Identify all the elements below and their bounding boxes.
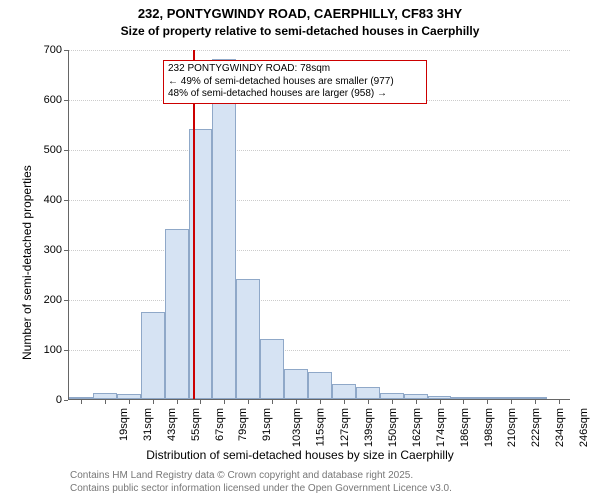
x-tick-label: 210sqm bbox=[507, 408, 519, 447]
annotation-line: ← 49% of semi-detached houses are smalle… bbox=[168, 76, 422, 89]
x-tick-label: 198sqm bbox=[483, 408, 495, 447]
x-tick-mark bbox=[224, 400, 225, 404]
x-tick-label: 246sqm bbox=[578, 408, 590, 447]
y-tick-label: 500 bbox=[34, 144, 62, 156]
footer-line: Contains public sector information licen… bbox=[70, 483, 600, 496]
x-tick-label: 43sqm bbox=[166, 408, 178, 441]
annotation-box: 232 PONTYGWINDY ROAD: 78sqm← 49% of semi… bbox=[163, 60, 427, 104]
y-tick-mark bbox=[64, 150, 68, 151]
x-tick-label: 139sqm bbox=[363, 408, 375, 447]
gridline bbox=[69, 150, 570, 151]
histogram-bar bbox=[428, 396, 452, 399]
y-tick-mark bbox=[64, 400, 68, 401]
x-tick-label: 234sqm bbox=[554, 408, 566, 447]
y-tick-mark bbox=[64, 50, 68, 51]
histogram-bar bbox=[523, 397, 547, 399]
x-tick-label: 31sqm bbox=[142, 408, 154, 441]
x-tick-mark bbox=[153, 400, 154, 404]
chart-subtitle: Size of property relative to semi-detach… bbox=[0, 24, 600, 38]
x-tick-mark bbox=[320, 400, 321, 404]
x-tick-label: 222sqm bbox=[530, 408, 542, 447]
histogram-bar bbox=[69, 397, 93, 399]
x-tick-mark bbox=[200, 400, 201, 404]
histogram-bar bbox=[475, 397, 499, 399]
y-tick-mark bbox=[64, 200, 68, 201]
gridline bbox=[69, 300, 570, 301]
gridline bbox=[69, 250, 570, 251]
annotation-line: 232 PONTYGWINDY ROAD: 78sqm bbox=[168, 63, 422, 76]
y-tick-mark bbox=[64, 100, 68, 101]
histogram-bar bbox=[356, 387, 380, 400]
x-tick-mark bbox=[272, 400, 273, 404]
x-tick-label: 115sqm bbox=[315, 408, 327, 446]
x-tick-mark bbox=[248, 400, 249, 404]
x-tick-mark bbox=[368, 400, 369, 404]
x-tick-label: 127sqm bbox=[339, 408, 351, 447]
histogram-bar bbox=[93, 393, 117, 399]
y-tick-mark bbox=[64, 250, 68, 251]
chart-title: 232, PONTYGWINDY ROAD, CAERPHILLY, CF83 … bbox=[0, 6, 600, 21]
x-tick-mark bbox=[296, 400, 297, 404]
x-tick-mark bbox=[463, 400, 464, 404]
histogram-bar bbox=[404, 394, 428, 399]
x-tick-mark bbox=[392, 400, 393, 404]
histogram-bar bbox=[332, 384, 356, 399]
x-tick-label: 103sqm bbox=[291, 408, 303, 447]
x-tick-label: 79sqm bbox=[238, 408, 250, 441]
gridline bbox=[69, 50, 570, 51]
y-tick-mark bbox=[64, 300, 68, 301]
x-tick-label: 174sqm bbox=[435, 408, 447, 447]
x-tick-label: 55sqm bbox=[190, 408, 202, 441]
x-tick-label: 186sqm bbox=[459, 408, 471, 447]
gridline bbox=[69, 200, 570, 201]
x-tick-label: 67sqm bbox=[214, 408, 226, 441]
x-tick-label: 91sqm bbox=[261, 408, 273, 441]
histogram-bar bbox=[236, 279, 260, 399]
y-tick-label: 600 bbox=[34, 94, 62, 106]
histogram-bar bbox=[284, 369, 308, 399]
x-tick-mark bbox=[81, 400, 82, 404]
plot-area: 232 PONTYGWINDY ROAD: 78sqm← 49% of semi… bbox=[68, 50, 570, 400]
histogram-bar bbox=[165, 229, 189, 399]
histogram-bar bbox=[117, 394, 141, 399]
x-tick-mark bbox=[105, 400, 106, 404]
histogram-bar bbox=[260, 339, 284, 399]
x-tick-mark bbox=[511, 400, 512, 404]
x-tick-mark bbox=[344, 400, 345, 404]
footer-line: Contains HM Land Registry data © Crown c… bbox=[70, 470, 600, 483]
histogram-bar bbox=[308, 372, 332, 400]
annotation-line: 48% of semi-detached houses are larger (… bbox=[168, 88, 422, 101]
histogram-bar bbox=[212, 59, 236, 399]
chart-container: { "layout": { "width": 600, "height": 50… bbox=[0, 0, 600, 500]
x-axis-label: Distribution of semi-detached houses by … bbox=[0, 448, 600, 462]
x-tick-mark bbox=[177, 400, 178, 404]
x-tick-mark bbox=[487, 400, 488, 404]
y-tick-label: 300 bbox=[34, 244, 62, 256]
y-tick-label: 0 bbox=[34, 394, 62, 406]
y-tick-label: 100 bbox=[34, 344, 62, 356]
x-tick-label: 19sqm bbox=[118, 408, 130, 441]
x-tick-mark bbox=[559, 400, 560, 404]
histogram-bar bbox=[141, 312, 165, 400]
x-tick-mark bbox=[416, 400, 417, 404]
y-tick-label: 400 bbox=[34, 194, 62, 206]
y-tick-mark bbox=[64, 350, 68, 351]
x-tick-label: 162sqm bbox=[411, 408, 423, 447]
histogram-bar bbox=[499, 397, 523, 399]
x-tick-mark bbox=[440, 400, 441, 404]
histogram-bar bbox=[380, 393, 404, 399]
y-tick-label: 200 bbox=[34, 294, 62, 306]
histogram-bar bbox=[451, 397, 475, 399]
x-tick-mark bbox=[535, 400, 536, 404]
attribution-footer: Contains HM Land Registry data © Crown c… bbox=[70, 470, 600, 495]
x-tick-label: 150sqm bbox=[387, 408, 399, 447]
y-tick-label: 700 bbox=[34, 44, 62, 56]
y-axis-label: Number of semi-detached properties bbox=[20, 165, 34, 360]
x-tick-mark bbox=[129, 400, 130, 404]
